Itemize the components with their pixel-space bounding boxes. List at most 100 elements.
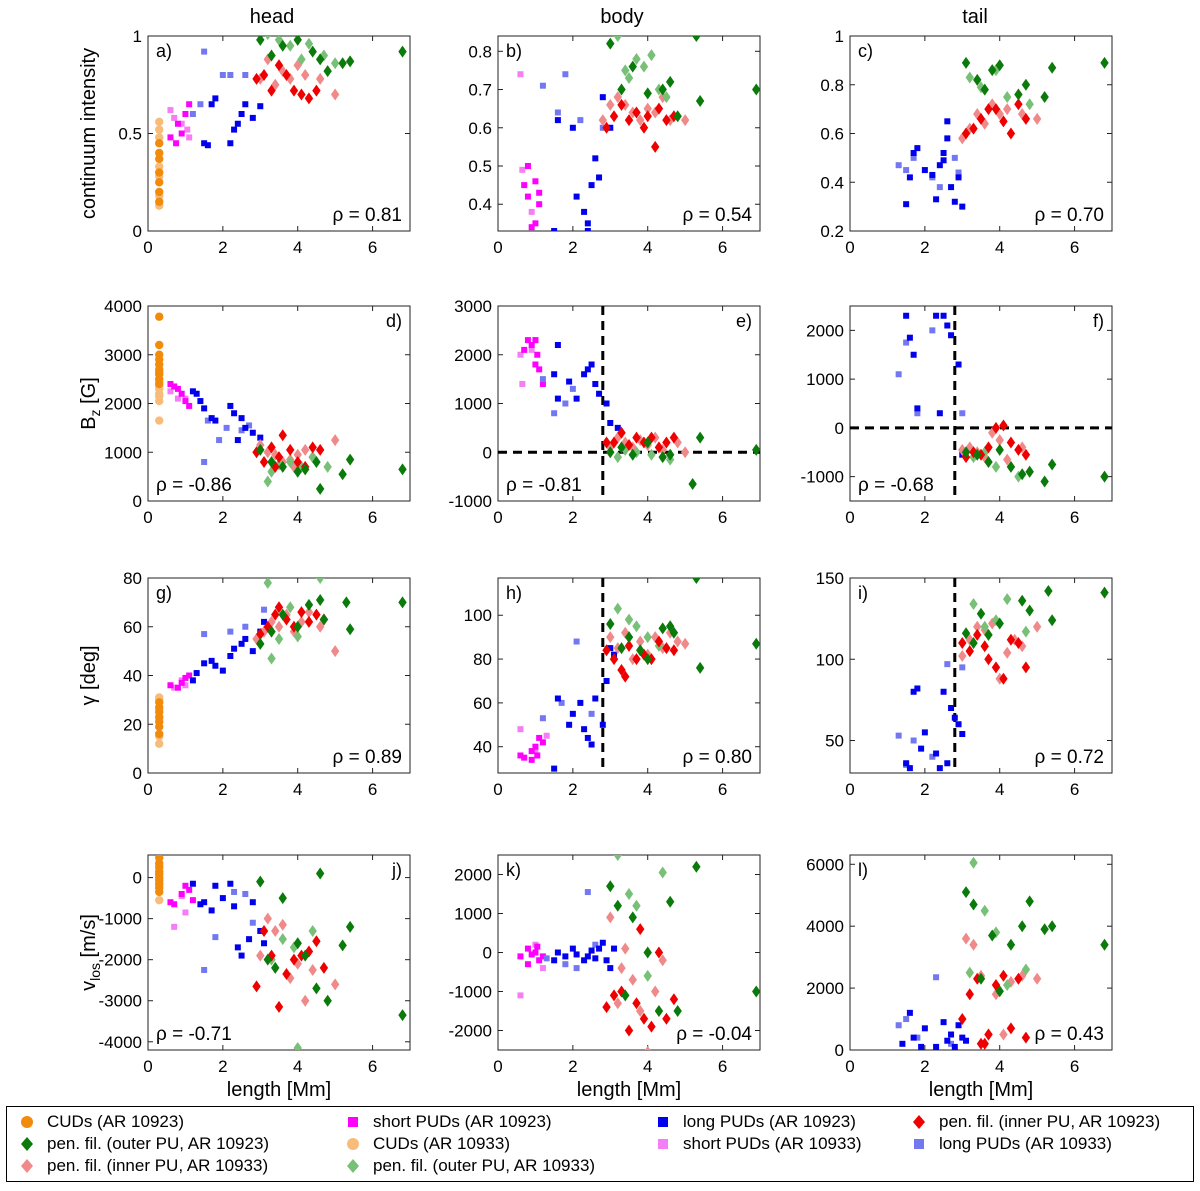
point-pfi23: [278, 429, 287, 442]
point-pfo23: [1017, 468, 1027, 481]
y-tick-label: 0.2: [820, 222, 844, 241]
legend-label: long PUDs (AR 10923): [683, 1112, 856, 1131]
point-lpud23: [566, 378, 573, 385]
point-lpud23: [189, 388, 196, 395]
point-pfo23: [301, 463, 310, 476]
point-lpud23: [212, 95, 219, 102]
point-lpud23: [249, 648, 256, 655]
point-pfi33: [621, 436, 630, 449]
point-lpud23: [562, 953, 569, 960]
point-pfi23: [602, 1001, 611, 1014]
point-pfi23: [969, 122, 978, 135]
point-lpud23: [257, 434, 264, 441]
point-pfo23: [969, 637, 978, 649]
point-spud23: [189, 897, 196, 904]
y-tick-label: 0: [835, 1041, 844, 1060]
point-lpud33: [242, 623, 249, 630]
point-pfi23: [609, 989, 619, 1002]
point-spud23: [528, 224, 535, 231]
point-lpud33: [910, 737, 917, 744]
point-pfi33: [1032, 620, 1042, 633]
point-spud23: [532, 743, 539, 750]
point-pfi23: [999, 115, 1008, 128]
point-pfo23: [665, 448, 675, 461]
point-spud23: [167, 134, 174, 141]
point-pfo23: [961, 446, 971, 459]
point-lpud23: [603, 677, 610, 684]
point-lpud23: [554, 695, 561, 702]
point-pfi33: [613, 91, 622, 104]
point-pfi33: [606, 911, 615, 924]
point-pfo23: [752, 443, 760, 456]
point-pfi33: [1017, 969, 1027, 982]
point-lpud23: [963, 1037, 970, 1044]
point-lpud23: [573, 395, 580, 402]
point-pfo23: [692, 860, 701, 873]
point-lpud23: [249, 429, 256, 436]
points-group: [895, 56, 1109, 210]
rho-label: ρ = 0.54: [683, 205, 753, 226]
point-cud23: [155, 154, 164, 164]
point-pfi33: [613, 997, 622, 1010]
point-lpud23: [940, 688, 947, 695]
point-spud23: [528, 342, 535, 348]
point-pfo23: [988, 64, 997, 77]
y-tick-label: 0: [133, 869, 142, 888]
point-spud23: [534, 351, 541, 358]
point-pfo23: [973, 448, 982, 461]
point-lpud33: [227, 628, 234, 635]
point-lpud23: [951, 1043, 958, 1050]
point-pfi23: [274, 451, 284, 464]
point-pfi33: [1017, 441, 1027, 454]
point-pfo23: [1047, 61, 1057, 74]
point-pfo23: [961, 627, 971, 640]
point-spud33: [184, 126, 191, 133]
point-lpud23: [959, 731, 966, 737]
point-spud23: [528, 748, 535, 755]
point-pfo23: [976, 972, 986, 985]
point-pfo23: [1100, 586, 1109, 599]
point-lpud33: [562, 400, 569, 407]
legend-marker-diamond: [341, 1155, 365, 1177]
y-tick-label: 100: [816, 650, 844, 669]
point-lpud23: [910, 150, 917, 156]
point-lpud33: [569, 385, 576, 392]
x-tick-label: 0: [845, 1057, 854, 1076]
point-pfo23: [1017, 920, 1027, 933]
point-spud23: [173, 140, 180, 147]
point-pfi33: [988, 426, 997, 439]
point-lpud23: [607, 965, 614, 972]
point-pfo33: [613, 855, 622, 861]
point-pfi33: [1032, 972, 1042, 985]
panel-label: c): [858, 41, 873, 61]
point-pfi33: [606, 631, 615, 644]
point-pfi23: [609, 436, 619, 449]
point-pfo23: [995, 443, 1004, 456]
point-lpud23: [903, 312, 910, 319]
point-pfo23: [658, 622, 667, 635]
point-pfi23: [984, 1028, 993, 1041]
point-lpud33: [212, 934, 219, 941]
point-pfi23: [259, 69, 269, 81]
point-pfi33: [613, 431, 622, 444]
point-pfo23: [1021, 78, 1031, 91]
point-lpud23: [551, 228, 558, 231]
rho-label: ρ = 0.72: [1035, 747, 1104, 768]
point-pfo23: [673, 1005, 682, 1017]
point-lpud33: [539, 82, 546, 89]
point-spud23: [171, 901, 178, 908]
point-pfo23: [961, 56, 971, 69]
point-pfo33: [274, 36, 284, 46]
legend-label: CUDs (AR 10923): [47, 1112, 184, 1131]
point-cud23: [155, 887, 164, 897]
point-pfo33: [632, 899, 641, 912]
point-pfo33: [662, 91, 671, 104]
x-tick-label: 4: [995, 780, 1004, 799]
legend: CUDs (AR 10923) short PUDs (AR 10923) lo…: [6, 1106, 1194, 1182]
point-lpud23: [238, 952, 245, 959]
point-pfo23: [278, 608, 287, 621]
point-pfi23: [958, 637, 967, 649]
point-pfo23: [256, 36, 265, 46]
point-pfo33: [278, 933, 287, 946]
